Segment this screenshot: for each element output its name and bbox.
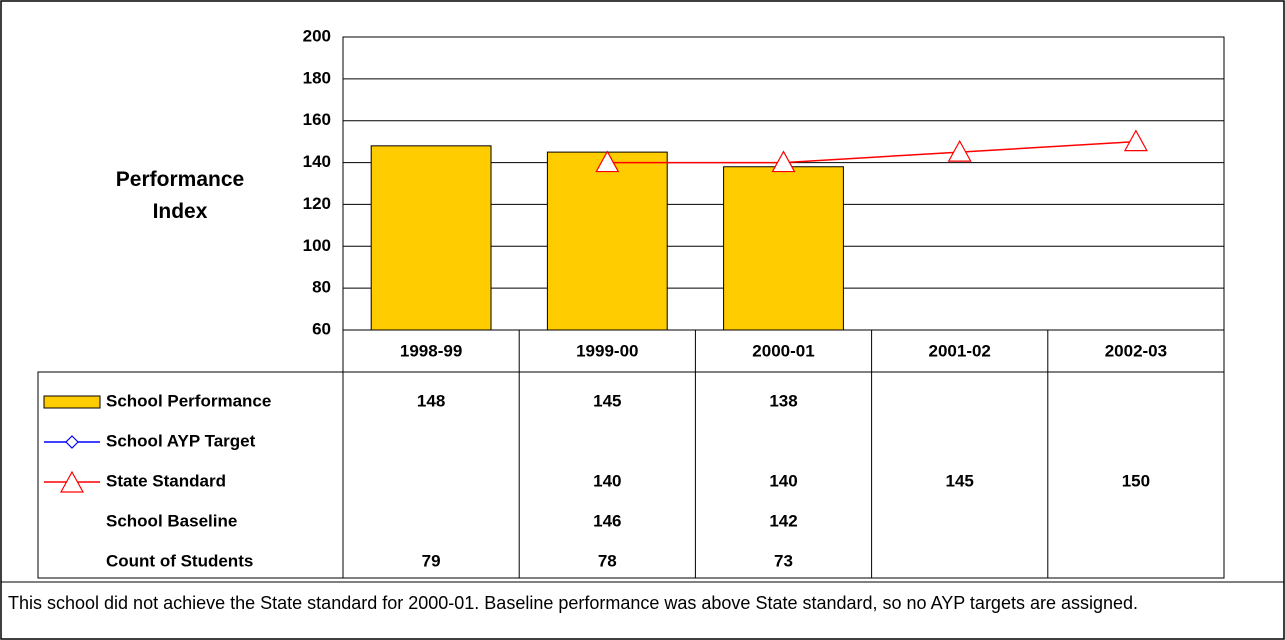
legend-label: School AYP Target	[106, 431, 256, 450]
y-tick-label: 140	[303, 152, 331, 171]
legend-key-marker	[59, 470, 85, 493]
point-marker	[595, 150, 620, 173]
legend-label: Count of Students	[106, 551, 253, 570]
point-marker	[947, 139, 972, 162]
line	[607, 140, 1136, 164]
table-value: 79	[422, 551, 441, 570]
legend-key-marker	[65, 435, 79, 449]
point-marker	[1123, 129, 1148, 152]
x-tick-label: 1998-99	[400, 341, 462, 360]
x-tick-label: 2000-01	[752, 341, 814, 360]
x-tick-label: 1999-00	[576, 341, 638, 360]
point-marker	[771, 150, 796, 173]
bar	[370, 145, 492, 331]
x-tick-label: 2001-02	[929, 341, 991, 360]
bar	[546, 151, 668, 331]
y-tick-label: 180	[303, 68, 331, 87]
y-tick-label: 80	[312, 278, 331, 297]
y-axis-label: Performance Index	[115, 168, 245, 223]
y-tick-label: 200	[303, 26, 331, 45]
y-tick-label: 60	[312, 319, 331, 338]
table-value: 146	[593, 511, 621, 530]
table-value: 78	[598, 551, 617, 570]
legend-label: School Performance	[106, 391, 271, 410]
table-value: 142	[769, 511, 797, 530]
bar	[723, 166, 844, 331]
y-tick-label: 160	[303, 110, 331, 129]
table-value: 145	[946, 471, 974, 490]
table-value: 145	[593, 391, 621, 410]
table-value: 73	[774, 551, 793, 570]
table-value: 148	[417, 391, 445, 410]
y-tick-label: 120	[303, 194, 331, 213]
y-tick-label: 100	[303, 236, 331, 255]
legend-key	[43, 395, 101, 409]
footnote: This school did not achieve the State st…	[8, 593, 1139, 613]
table-value: 150	[1122, 471, 1150, 490]
table-value: 140	[769, 471, 797, 490]
legend-label: State Standard	[106, 471, 226, 490]
table-value: 140	[593, 471, 621, 490]
legend-label: School Baseline	[106, 511, 237, 530]
x-tick-label: 2002-03	[1105, 341, 1167, 360]
table-value: 138	[769, 391, 797, 410]
